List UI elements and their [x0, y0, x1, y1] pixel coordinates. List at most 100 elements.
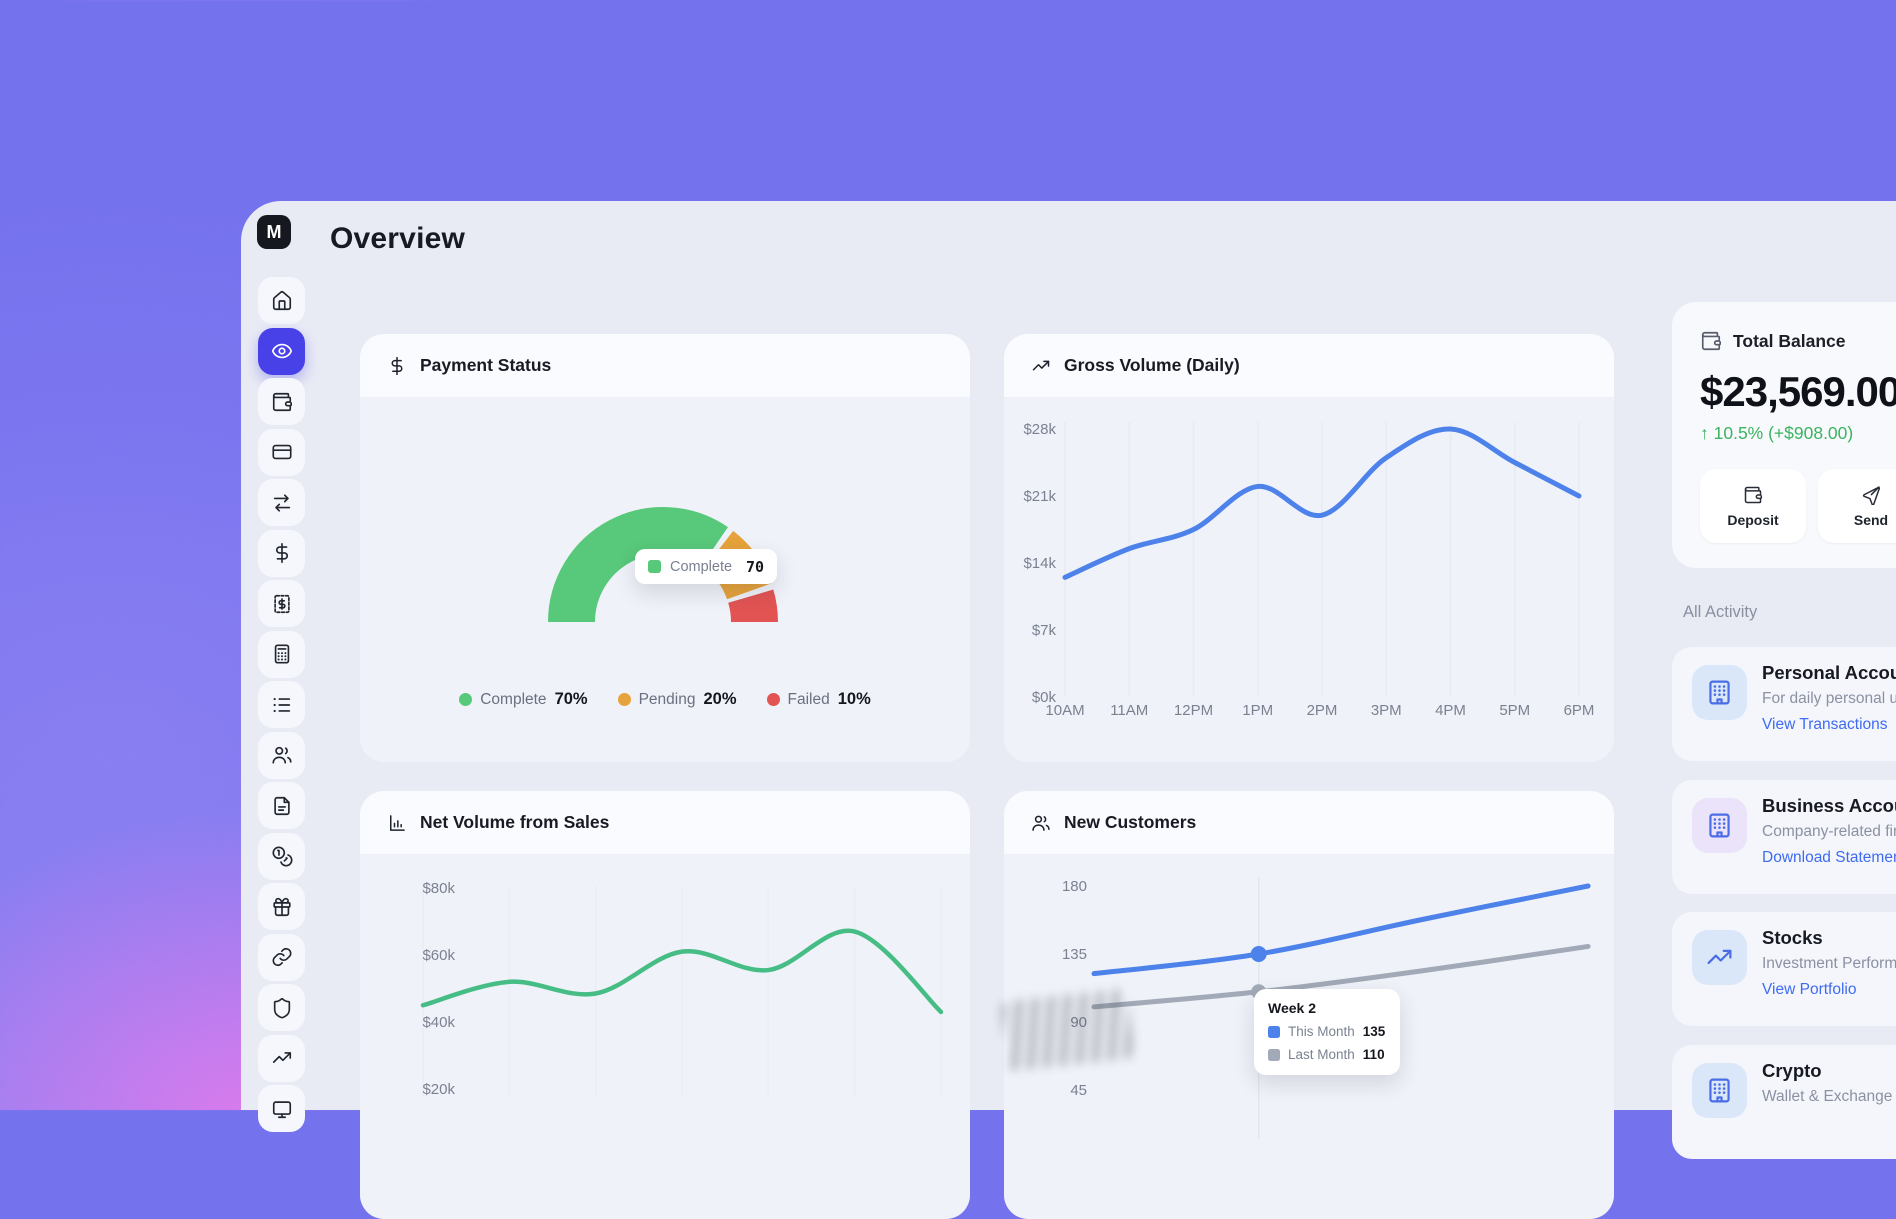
users-icon: [1031, 813, 1051, 833]
legend-label: Failed: [787, 690, 830, 708]
building-icon: [1692, 1063, 1747, 1118]
svg-text:$60k: $60k: [422, 947, 455, 964]
complete-swatch: [648, 560, 661, 573]
sidebar-item-lists[interactable]: [258, 681, 305, 728]
activity-item-stocks[interactable]: Stocks Investment Performance View Portfol…: [1672, 912, 1896, 1026]
sidebar-item-documents[interactable]: [258, 782, 305, 829]
new-customers-header: New Customers: [1004, 791, 1614, 855]
card-title: Net Volume from Sales: [420, 812, 610, 832]
arrows-swap-icon: [271, 492, 293, 514]
activity-link[interactable]: View Portfolio: [1762, 981, 1857, 998]
svg-text:3PM: 3PM: [1371, 702, 1402, 719]
payment-status-legend: Complete 70% Pending 20% Failed 10%: [360, 690, 970, 709]
send-button[interactable]: Send: [1818, 469, 1896, 543]
sidebar-item-wallet[interactable]: [258, 378, 305, 425]
svg-text:11AM: 11AM: [1110, 702, 1148, 719]
sidebar-item-payments[interactable]: [258, 529, 305, 577]
activity-item-crypto[interactable]: Crypto Wallet & Exchange: [1672, 1045, 1896, 1159]
monitor-icon: [271, 1098, 293, 1120]
activity-item-business-account[interactable]: Business Account Company-related finances…: [1672, 780, 1896, 894]
blur-artifact: [999, 988, 1135, 1072]
sidebar-item-cards[interactable]: [258, 428, 305, 476]
sidebar-item-devices[interactable]: [258, 1085, 305, 1132]
total-balance-card: Total Balance $23,569.00 ↑ 10.5% (+$908.…: [1672, 302, 1896, 568]
svg-text:90: 90: [1070, 1014, 1087, 1031]
trending-up-icon: [1031, 356, 1051, 376]
page-title: Overview: [330, 222, 466, 255]
week-tooltip-title: Week 2: [1268, 1000, 1316, 1016]
activity-text: Personal Account For daily personal use Vi…: [1762, 662, 1896, 734]
bar-chart-icon: [387, 813, 407, 833]
building-icon: [1692, 665, 1747, 720]
calculator-icon: [271, 643, 293, 665]
svg-text:$28k: $28k: [1023, 421, 1056, 438]
svg-text:12PM: 12PM: [1174, 702, 1213, 719]
total-balance-label: Total Balance: [1733, 330, 1846, 351]
sidebar-item-calculator[interactable]: [258, 630, 305, 678]
sidebar-item-analytics[interactable]: [258, 1034, 305, 1082]
wallet-icon: [1700, 330, 1722, 352]
legend-dot: [617, 693, 631, 706]
all-activity-heading: All Activity: [1683, 603, 1758, 621]
sidebar-item-invoices[interactable]: [258, 580, 305, 627]
payment-status-header: Payment Status: [360, 334, 970, 398]
total-balance-amount: $23,569.00: [1700, 368, 1896, 415]
activity-subtitle: For daily personal use: [1762, 690, 1896, 707]
activity-title: Personal Account: [1762, 662, 1896, 683]
activity-text: Stocks Investment Performance View Portfol…: [1762, 927, 1896, 999]
card-title: Gross Volume (Daily): [1064, 355, 1240, 375]
legend-item-pending: Pending 20%: [617, 690, 737, 709]
svg-text:$14k: $14k: [1023, 555, 1056, 572]
users-icon: [271, 744, 293, 766]
activity-item-personal-account[interactable]: Personal Account For daily personal use Vi…: [1672, 647, 1896, 761]
sidebar-item-links[interactable]: [258, 933, 305, 981]
activity-title: Crypto: [1762, 1060, 1822, 1081]
net-volume-chart[interactable]: $80k $60k $40k $20k: [360, 791, 970, 1219]
link-icon: [271, 946, 293, 968]
sidebar-item-customers[interactable]: [258, 731, 305, 779]
balance-actions: Deposit Send: [1700, 469, 1896, 543]
trending-up-icon: [1692, 930, 1747, 985]
list-icon: [271, 694, 293, 716]
activity-link[interactable]: View Transactions: [1762, 716, 1888, 733]
legend-value: 70%: [554, 690, 588, 708]
sidebar-item-security[interactable]: [258, 984, 305, 1031]
svg-text:1PM: 1PM: [1242, 702, 1273, 719]
svg-text:$7k: $7k: [1032, 622, 1057, 639]
wallet-icon: [271, 391, 293, 413]
dollar-icon: [387, 356, 407, 376]
send-icon: [1861, 485, 1881, 505]
net-volume-header: Net Volume from Sales: [360, 791, 970, 855]
coins-icon: [271, 845, 293, 867]
card-title: New Customers: [1064, 812, 1197, 832]
card-title: Payment Status: [420, 355, 552, 375]
gauge-tooltip-value: 70: [745, 557, 764, 576]
sidebar: [258, 277, 305, 1132]
wallet-icon: [1743, 485, 1763, 505]
svg-text:45: 45: [1070, 1082, 1087, 1099]
sidebar-item-coins[interactable]: [258, 832, 305, 880]
building-icon: [1692, 798, 1747, 853]
activity-title: Business Account: [1762, 795, 1896, 816]
legend-item-failed: Failed 10%: [766, 690, 871, 709]
total-balance-header: Total Balance: [1700, 330, 1896, 352]
sidebar-item-rewards[interactable]: [258, 883, 305, 930]
svg-text:6PM: 6PM: [1564, 702, 1595, 719]
activity-subtitle: Investment Performance: [1762, 955, 1896, 972]
home-icon: [271, 290, 293, 312]
sidebar-item-transfers[interactable]: [258, 479, 305, 526]
svg-text:$21k: $21k: [1023, 488, 1056, 505]
svg-text:180: 180: [1062, 878, 1087, 895]
sidebar-item-home[interactable]: [258, 277, 305, 324]
legend-item-complete: Complete 70%: [459, 690, 588, 709]
eye-icon: [271, 340, 293, 362]
sidebar-item-overview[interactable]: [258, 327, 305, 375]
gross-volume-header: Gross Volume (Daily): [1004, 334, 1614, 398]
activity-link[interactable]: Download Statement: [1762, 849, 1896, 866]
shield-icon: [271, 997, 293, 1019]
svg-text:$80k: $80k: [422, 880, 455, 897]
activity-text: Business Account Company-related finances…: [1762, 795, 1896, 867]
deposit-button[interactable]: Deposit: [1700, 469, 1806, 543]
legend-dot: [459, 693, 473, 706]
